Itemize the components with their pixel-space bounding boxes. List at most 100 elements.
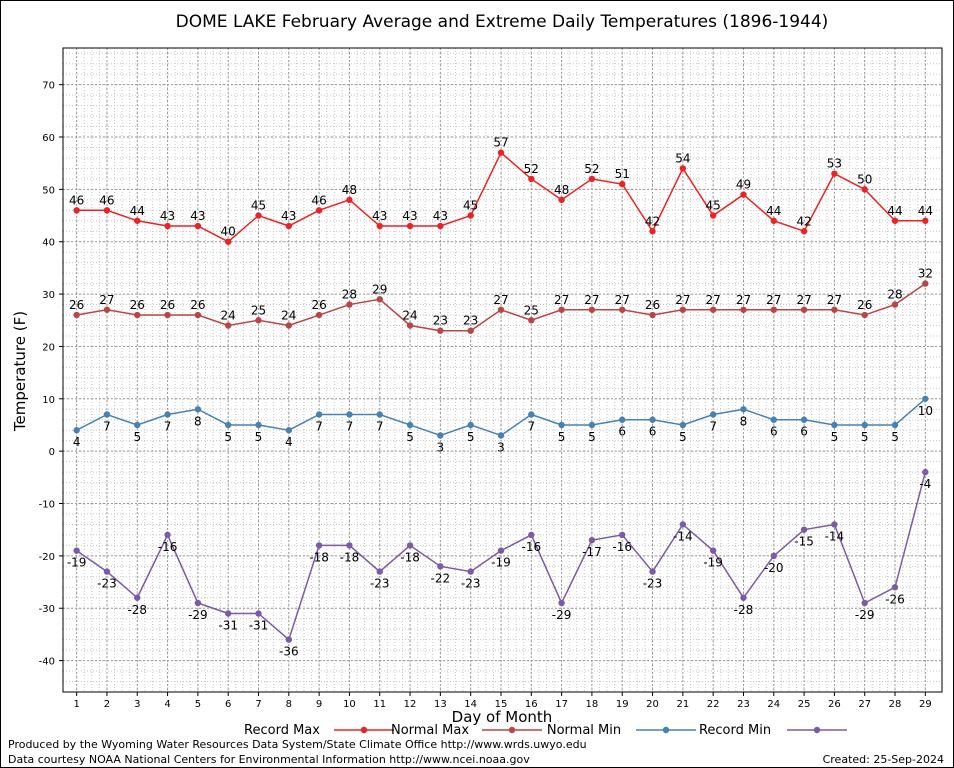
data-label: 6: [618, 425, 626, 439]
series-normal-max: 26 27 26 26 26 24 25 24 26 28 29 24 23 23 27 25 27 27 27 26…: [69, 267, 933, 334]
data-point: [467, 568, 474, 575]
data-point: [467, 212, 474, 219]
data-label: 3: [437, 440, 445, 454]
x-tick-label: 27: [858, 699, 871, 710]
footer-producer: Produced by the Wyoming Water Resources …: [8, 738, 587, 751]
data-label: 23: [463, 314, 478, 328]
x-tick-label: 19: [616, 699, 629, 710]
x-tick-label: 2: [104, 699, 110, 710]
data-point: [891, 421, 899, 429]
data-point: [134, 421, 141, 429]
data-point: [103, 207, 111, 214]
data-label: -29: [188, 608, 208, 622]
data-point: [891, 584, 899, 591]
data-point: [224, 238, 232, 245]
data-point: [831, 306, 838, 313]
y-tick-label: -40: [39, 657, 55, 668]
x-tick-label: 23: [737, 699, 750, 710]
data-label: -23: [643, 577, 663, 591]
data-point: [679, 165, 687, 172]
data-label: 5: [891, 430, 899, 444]
data-label: 52: [524, 162, 539, 176]
data-point: [315, 542, 323, 549]
data-label: 5: [406, 430, 414, 444]
data-label: 27: [615, 293, 630, 307]
data-point: [194, 406, 202, 413]
series-record-max: 46 46 44 43 43 40 45 43 46 48 43 43 43 45 57 52 48 52 51 42…: [69, 136, 933, 245]
data-label: 25: [251, 303, 266, 317]
y-tick-label: 60: [42, 133, 55, 144]
data-label: 6: [649, 425, 657, 439]
data-point: [73, 427, 80, 434]
data-label: 46: [311, 193, 326, 207]
x-axis-label: Day of Month: [452, 708, 553, 726]
data-point: [315, 311, 323, 319]
data-point: [861, 599, 868, 607]
data-point: [528, 317, 535, 324]
data-point: [497, 432, 505, 439]
legend-label: Normal Min: [547, 723, 621, 738]
data-label: -14: [825, 529, 845, 543]
x-tick-label: 14: [464, 699, 477, 710]
data-point: [649, 228, 656, 235]
data-label: 45: [463, 199, 478, 213]
data-label: -28: [734, 603, 754, 617]
data-label: 49: [736, 178, 751, 192]
data-point: [134, 311, 141, 319]
data-label: 27: [675, 293, 690, 307]
data-point: [73, 207, 80, 214]
data-point: [315, 207, 323, 214]
y-tick-label: 70: [42, 81, 55, 92]
data-point: [437, 327, 444, 334]
data-point: [194, 222, 202, 230]
data-point: [588, 421, 596, 429]
data-point: [922, 395, 929, 402]
data-point: [891, 301, 899, 308]
data-label: -18: [309, 550, 329, 564]
data-label: 5: [588, 430, 596, 444]
x-tick-label: 3: [134, 699, 140, 710]
legend: Record Max Normal Max Normal Min Record Min: [244, 723, 847, 738]
x-tick-label: 26: [828, 699, 841, 710]
data-label: 23: [433, 314, 448, 328]
data-label: -19: [703, 556, 723, 570]
data-label: -17: [582, 545, 602, 559]
data-point: [73, 547, 80, 554]
x-tick-label: 18: [586, 699, 599, 710]
data-label: 57: [493, 136, 508, 150]
data-point: [437, 432, 444, 439]
data-label: 5: [558, 430, 566, 444]
data-label: 42: [645, 214, 660, 228]
data-label: -22: [431, 571, 451, 585]
data-label: 43: [281, 209, 296, 223]
data-point: [619, 306, 626, 313]
data-point: [679, 521, 687, 528]
data-label: 45: [706, 199, 721, 213]
data-point: [558, 196, 565, 204]
data-label: 53: [827, 157, 842, 171]
y-tick-label: 10: [42, 395, 55, 406]
data-point: [709, 411, 717, 418]
data-label: 7: [527, 420, 535, 434]
data-point: [709, 547, 717, 554]
data-label: 5: [133, 430, 141, 444]
data-label: 46: [69, 193, 84, 207]
x-tick-label: 24: [767, 699, 780, 710]
data-point: [861, 311, 868, 319]
data-point: [922, 217, 929, 224]
data-point: [831, 170, 838, 177]
data-label: 43: [160, 209, 175, 223]
x-tick-label: 13: [434, 699, 447, 710]
data-point: [164, 311, 171, 319]
data-label: 5: [679, 430, 687, 444]
data-point: [164, 411, 171, 418]
data-point: [346, 196, 353, 204]
data-point: [194, 599, 202, 607]
data-label: 52: [584, 162, 599, 176]
legend-label: Record Max: [244, 723, 320, 738]
data-point: [588, 536, 596, 544]
data-label: 26: [190, 298, 205, 312]
data-label: -28: [127, 603, 147, 617]
data-label: -18: [400, 550, 420, 564]
data-point: [406, 421, 414, 429]
